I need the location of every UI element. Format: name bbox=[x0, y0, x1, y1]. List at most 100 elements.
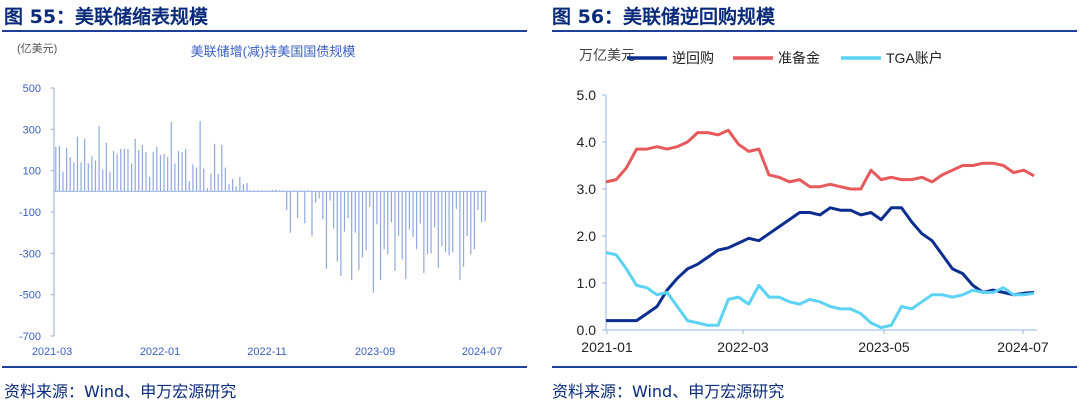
left-bar bbox=[423, 191, 425, 273]
right-top-rule bbox=[552, 30, 1077, 32]
right-y-tick-label: 0.0 bbox=[577, 322, 597, 338]
left-bar bbox=[329, 191, 331, 201]
left-bar bbox=[315, 191, 317, 203]
left-bar bbox=[387, 191, 389, 255]
left-bar bbox=[141, 144, 144, 192]
left-bar bbox=[80, 162, 82, 192]
left-y-tick-label: -500 bbox=[19, 290, 41, 302]
legend-label-0: 逆回购 bbox=[672, 50, 714, 66]
left-bottom-rule bbox=[2, 366, 527, 368]
left-bar bbox=[120, 148, 122, 192]
left-bar bbox=[444, 191, 447, 253]
left-bar bbox=[293, 190, 295, 192]
left-bar bbox=[318, 191, 320, 199]
left-bar bbox=[123, 148, 125, 192]
left-bar bbox=[358, 191, 360, 270]
left-bar bbox=[419, 191, 421, 224]
left-bar bbox=[257, 190, 259, 192]
left-bar bbox=[134, 138, 136, 192]
left-x-tick-label: 2023-09 bbox=[355, 346, 395, 358]
left-bar bbox=[455, 191, 457, 209]
left-bar bbox=[416, 191, 418, 250]
left-bar bbox=[459, 191, 461, 281]
left-bar bbox=[448, 191, 450, 256]
right-y-tick-label: 3.0 bbox=[577, 181, 597, 197]
left-bar bbox=[163, 154, 165, 192]
left-bar bbox=[91, 156, 93, 192]
left-bar bbox=[170, 122, 172, 192]
left-bar bbox=[116, 154, 118, 192]
left-bar bbox=[76, 136, 79, 192]
left-bar bbox=[452, 191, 454, 253]
left-bar bbox=[470, 191, 472, 255]
left-top-rule bbox=[2, 30, 527, 32]
left-bar bbox=[253, 190, 255, 192]
left-bar bbox=[58, 145, 61, 192]
left-bar bbox=[199, 121, 201, 192]
left-bar bbox=[369, 191, 371, 207]
left-bar bbox=[430, 191, 432, 254]
left-bar bbox=[343, 191, 346, 232]
left-bar bbox=[282, 190, 284, 192]
left-x-tick-label: 2024-07 bbox=[462, 346, 502, 358]
left-source: 资料来源：Wind、申万宏源研究 bbox=[4, 382, 237, 401]
left-bar bbox=[87, 163, 89, 192]
left-bar bbox=[181, 152, 183, 192]
left-bar bbox=[333, 191, 335, 229]
left-bar bbox=[109, 171, 111, 192]
left-bar bbox=[145, 152, 147, 192]
left-bar bbox=[394, 191, 396, 271]
left-bar bbox=[412, 191, 414, 237]
left-bar bbox=[441, 191, 443, 247]
left-bar bbox=[84, 138, 86, 192]
left-bar bbox=[221, 144, 223, 192]
left-bar bbox=[69, 157, 71, 192]
left-bar bbox=[130, 163, 133, 192]
left-bar bbox=[167, 157, 169, 192]
left-bar bbox=[376, 191, 378, 225]
left-bar bbox=[325, 191, 328, 269]
left-x-tick-label: 2022-11 bbox=[247, 346, 287, 358]
left-bar bbox=[405, 191, 407, 280]
left-bar bbox=[365, 191, 367, 251]
left-bar bbox=[300, 190, 302, 192]
left-bar bbox=[62, 171, 64, 192]
left-bar bbox=[213, 143, 216, 192]
left-bar bbox=[98, 126, 100, 192]
right-figure-title: 图 56：美联储逆回购规模 bbox=[552, 6, 776, 28]
left-y-tick-label: 300 bbox=[23, 124, 41, 136]
left-bar bbox=[480, 191, 483, 223]
left-bar bbox=[408, 191, 411, 230]
right-source: 资料来源：Wind、申万宏源研究 bbox=[552, 382, 785, 401]
left-bar bbox=[286, 191, 288, 210]
left-bar bbox=[55, 146, 57, 192]
left-bar bbox=[434, 191, 436, 228]
left-bar bbox=[336, 191, 338, 262]
right-bottom-rule bbox=[552, 366, 1077, 368]
left-bar bbox=[307, 190, 309, 192]
left-bar bbox=[390, 191, 392, 223]
left-bar bbox=[477, 191, 479, 210]
left-bar bbox=[203, 168, 205, 192]
left-bar bbox=[112, 151, 115, 192]
left-bar bbox=[156, 146, 158, 192]
left-bar bbox=[206, 188, 208, 192]
left-bar bbox=[361, 191, 364, 258]
left-bar bbox=[224, 167, 226, 192]
right-y-tick-label: 4.0 bbox=[577, 134, 597, 150]
left-bar bbox=[250, 190, 252, 192]
right-x-tick-label: 2021-01 bbox=[581, 339, 633, 355]
left-bar bbox=[94, 160, 97, 192]
left-bar bbox=[473, 191, 475, 250]
left-chart-title: 美联储增(减)持美国国债规模 bbox=[191, 44, 356, 59]
left-bar bbox=[322, 191, 324, 220]
right-y-tick-label: 2.0 bbox=[577, 228, 597, 244]
right-x-tick-label: 2023-05 bbox=[858, 339, 910, 355]
left-bar bbox=[289, 191, 291, 233]
left-y-tick-label: -300 bbox=[19, 248, 41, 260]
left-bar bbox=[188, 181, 190, 192]
left-bar bbox=[217, 173, 219, 192]
left-bar bbox=[192, 164, 194, 192]
left-bar bbox=[210, 173, 212, 192]
